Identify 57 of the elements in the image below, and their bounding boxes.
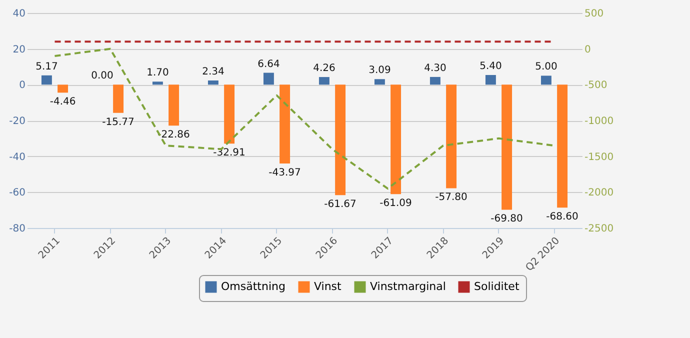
data-label: -43.97 — [268, 167, 301, 178]
y2-tick-label: 500 — [584, 8, 604, 20]
data-label: 5.00 — [535, 62, 558, 73]
bar — [152, 82, 163, 85]
data-label: -61.67 — [324, 199, 356, 210]
data-label: 4.30 — [424, 62, 446, 74]
y2-tick-label: -500 — [584, 80, 608, 92]
data-label: 5.40 — [480, 60, 502, 72]
bar — [374, 79, 385, 85]
data-label: 6.64 — [258, 58, 280, 70]
data-label: 1.70 — [146, 68, 169, 79]
data-label: 2.34 — [202, 66, 224, 78]
data-label: 0.00 — [91, 70, 114, 82]
y2-tick-label: -1500 — [584, 152, 614, 163]
data-label: -4.46 — [50, 96, 76, 108]
legend-label: Vinstmarginal — [370, 280, 446, 293]
bar — [263, 72, 274, 85]
legend-label: Omsättning — [221, 280, 286, 293]
bar — [58, 84, 68, 93]
y-tick-label: -20 — [9, 116, 26, 127]
y-tick-label: -80 — [9, 224, 26, 234]
bar — [557, 84, 568, 208]
bar — [41, 75, 52, 85]
bar — [113, 84, 124, 113]
data-label: -68.60 — [546, 212, 578, 223]
data-label: -61.09 — [380, 198, 412, 210]
legend-label: Vinst — [314, 280, 342, 293]
bar — [502, 84, 512, 210]
y-tick-label: 0 — [19, 80, 26, 92]
data-label: 4.26 — [313, 63, 336, 74]
bar — [390, 84, 402, 194]
bar — [540, 76, 552, 85]
y2-tick-label: 0 — [584, 44, 591, 56]
bar — [280, 84, 290, 164]
bar — [446, 84, 457, 188]
y2-tick-label: -2500 — [584, 224, 614, 234]
data-label: -15.77 — [102, 116, 134, 128]
legend-label: Soliditet — [474, 280, 520, 293]
y2-tick-label: -2000 — [584, 188, 614, 199]
data-label: -69.80 — [490, 214, 523, 225]
bar — [318, 77, 330, 85]
data-label: -22.86 — [158, 130, 190, 141]
bar — [224, 84, 235, 144]
bar — [430, 76, 440, 85]
y-tick-label: 20 — [12, 44, 26, 56]
y-tick-label: -60 — [9, 188, 26, 199]
data-label: 5.17 — [36, 61, 58, 72]
bar — [208, 80, 218, 85]
y-tick-label: -40 — [9, 152, 26, 163]
y2-tick-label: -1000 — [584, 116, 614, 127]
data-label: -57.80 — [435, 192, 468, 204]
data-label: 3.09 — [368, 65, 391, 76]
data-label: -32.91 — [213, 148, 246, 159]
bar — [485, 74, 496, 85]
y-tick-label: 40 — [12, 8, 26, 20]
bar — [335, 84, 346, 196]
bar — [168, 84, 180, 126]
